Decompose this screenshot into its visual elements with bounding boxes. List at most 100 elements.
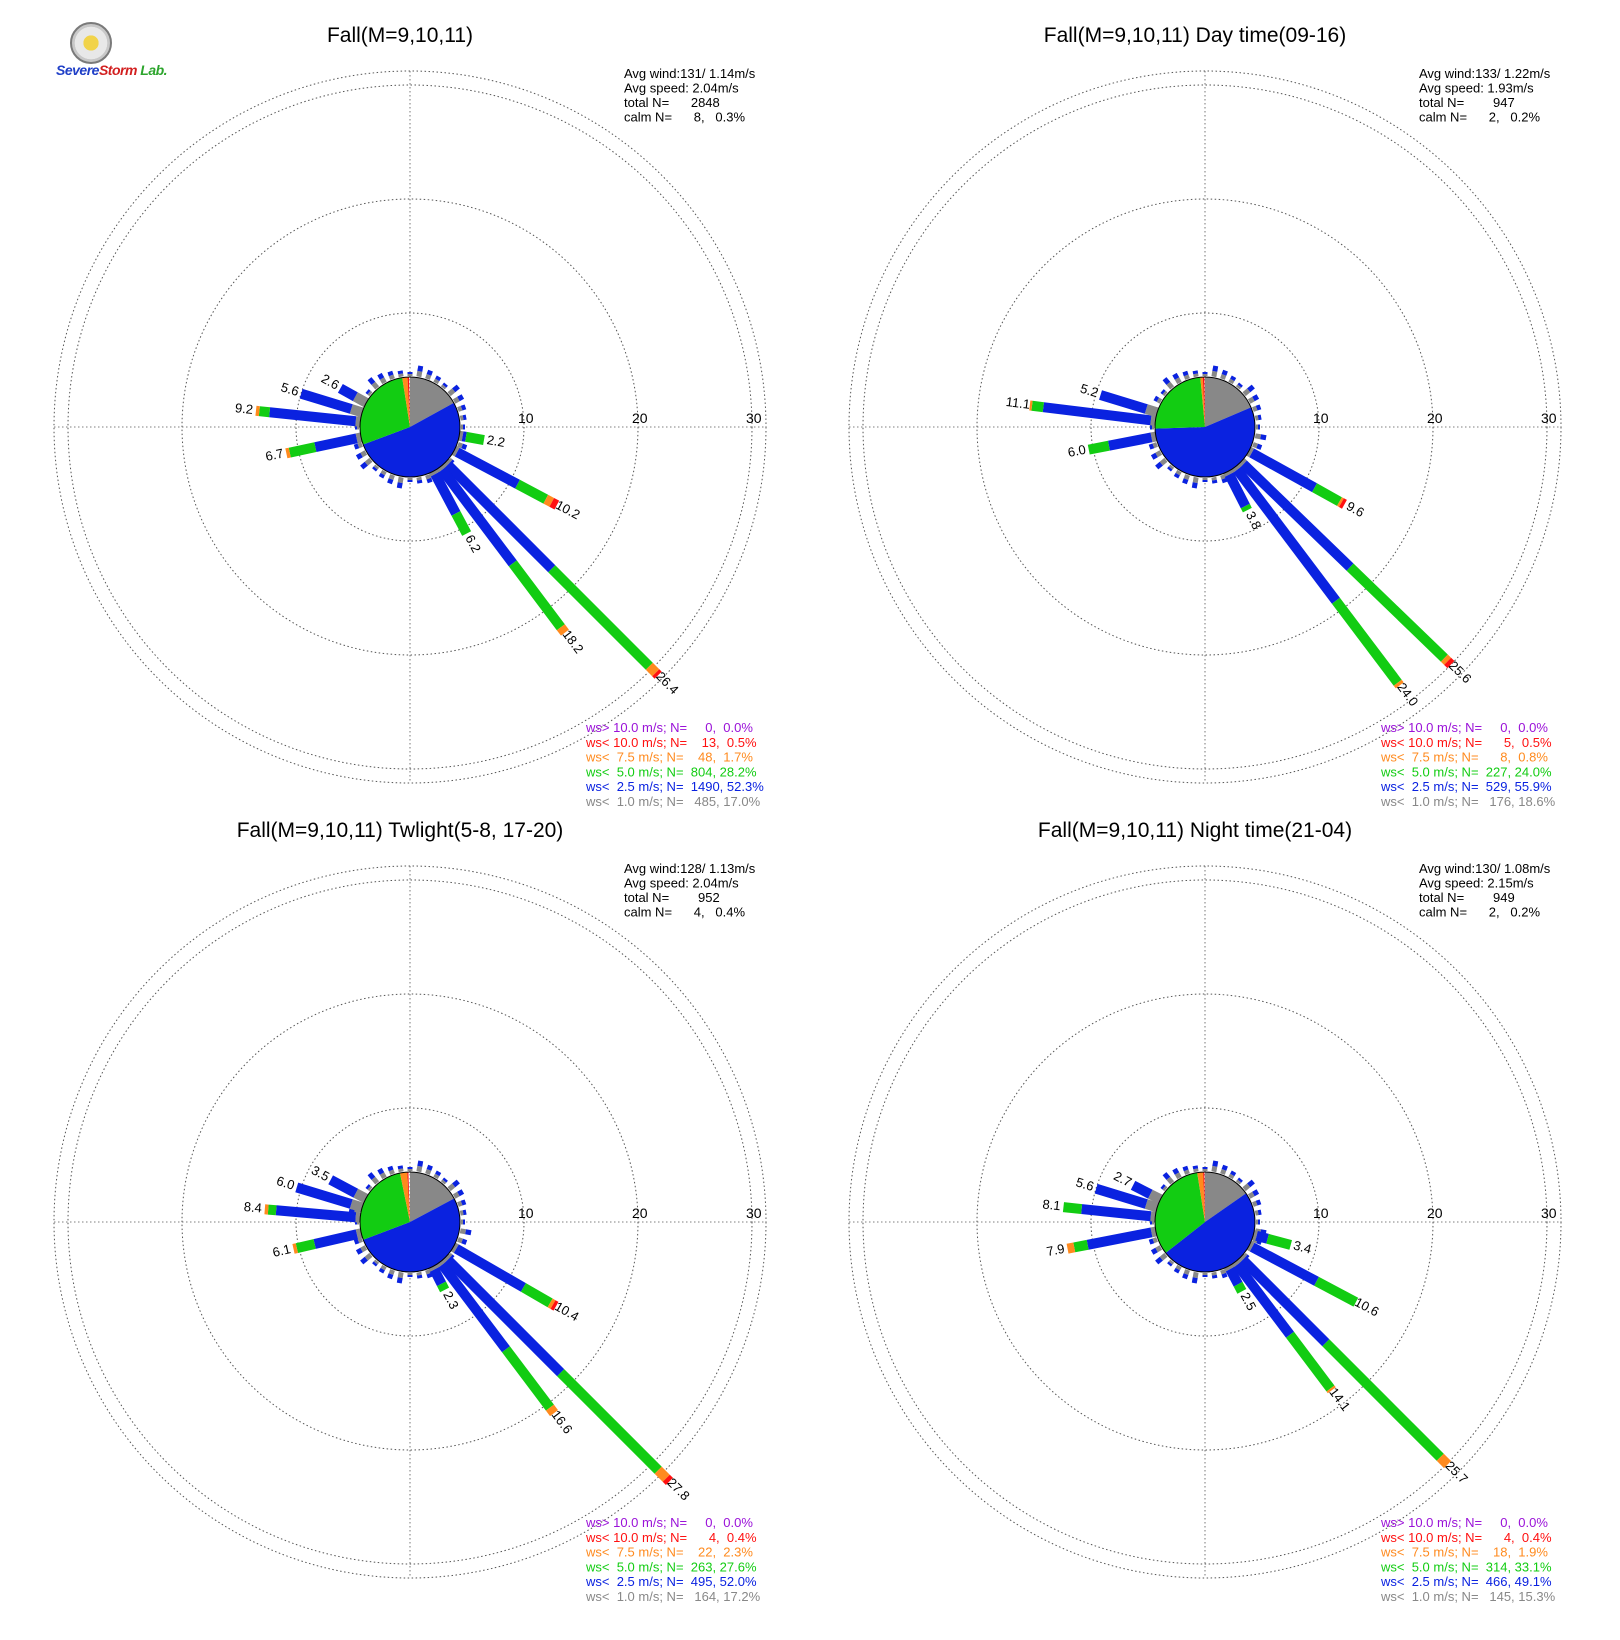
minor-petal-calm: [388, 474, 395, 480]
minor-petal-calm: [398, 373, 404, 378]
legend-item: ws< 5.0 m/s; N= 263, 27.6%: [585, 1559, 757, 1574]
petal-segment: [465, 431, 485, 445]
minor-petal-calm: [1235, 1179, 1242, 1185]
minor-petal-slow: [396, 482, 403, 489]
legend-item: ws< 2.5 m/s; N= 495, 52.0%: [585, 1574, 757, 1589]
speed-class-pie: [359, 376, 461, 478]
range-ring: [67, 84, 753, 770]
pie-slice: [360, 1173, 410, 1240]
legend-item: ws> 10.0 m/s; N= 0, 0.0%: [585, 1515, 753, 1530]
legend-item: ws< 7.5 m/s; N= 18, 1.9%: [1380, 1545, 1548, 1560]
minor-petal-calm: [1183, 1269, 1190, 1275]
minor-petal-slow: [1192, 1165, 1199, 1170]
minor-petal-calm: [360, 1245, 368, 1253]
minor-petal-calm: [357, 442, 363, 449]
petal: 25.6: [1237, 458, 1475, 686]
minor-petal-calm: [1220, 1269, 1227, 1275]
pie-outline: [359, 376, 461, 478]
stats-line: total N= 949: [1419, 890, 1515, 905]
range-ring: [295, 1107, 525, 1337]
petal: 11.1: [1005, 394, 1156, 426]
minor-petal-slow: [452, 384, 460, 393]
minor-petal-calm: [1228, 378, 1235, 385]
petal: 24.0: [1231, 463, 1421, 709]
minor-petal-slow: [372, 1261, 378, 1267]
minor-petal-calm: [416, 1271, 422, 1276]
minor-petal-calm: [1162, 1185, 1168, 1192]
chart-title: Fall(M=9,10,11): [327, 24, 473, 47]
minor-petal-slow: [416, 1274, 423, 1279]
petal-label: 9.6: [1344, 498, 1367, 520]
petal-label: 2.3: [440, 1289, 462, 1312]
stats-line: Avg speed: 1.93m/s: [1419, 81, 1534, 96]
petal-segment: [1322, 1339, 1444, 1461]
petal: 18.2: [436, 463, 587, 656]
minor-petal-calm: [416, 1165, 423, 1173]
petal: 6.7: [264, 432, 363, 464]
speed-class-pie: [359, 1171, 461, 1273]
minor-petal-slow: [1211, 479, 1218, 484]
minor-petal-slow: [463, 424, 465, 430]
minor-petal-slow: [461, 1238, 468, 1245]
minor-petal-slow: [457, 394, 465, 402]
stats-line: total N= 947: [1419, 95, 1515, 110]
minor-petal-slow: [397, 1165, 404, 1170]
minor-petal-slow: [1202, 1167, 1208, 1169]
minor-petal-slow: [426, 1164, 433, 1171]
petal-segment: [549, 498, 560, 510]
chart-title: Fall(M=9,10,11) Day time(09-16): [1044, 24, 1346, 47]
minor-petal-calm: [440, 1179, 447, 1185]
minor-petal-calm: [1211, 476, 1217, 481]
minor-petal-calm: [379, 1172, 387, 1180]
wind-rose-panel: 10 20 30 Fall(M=9,10,11) Night time(21-04) A…: [848, 819, 1562, 1604]
petal-segment: [1444, 657, 1455, 669]
speed-class-pie: [1154, 376, 1256, 478]
petal-label: 7.9: [1045, 1241, 1066, 1259]
minor-petal-slow: [1256, 443, 1263, 450]
petal-segment: [461, 431, 467, 442]
minor-petal-calm: [461, 1219, 463, 1225]
legend-item: ws< 10.0 m/s; N= 5, 0.5%: [1380, 735, 1552, 750]
minor-petal-slow: [442, 382, 448, 388]
ring-label: 30: [746, 1205, 762, 1221]
minor-petal-slow: [426, 369, 433, 376]
petal-segment: [1249, 448, 1317, 493]
petal-segment: [429, 1267, 446, 1287]
minor-petal-calm: [1155, 450, 1163, 458]
petal-label: 8.4: [243, 1199, 262, 1216]
petal: 5.6: [1074, 1174, 1159, 1213]
legend-item: ws> 10.0 m/s; N= 0, 0.0%: [1380, 1515, 1548, 1530]
minor-petal-calm: [388, 1269, 395, 1275]
minor-petal-calm: [360, 450, 368, 458]
petal-segment: [264, 1204, 269, 1215]
petal-segment: [1346, 563, 1448, 662]
minor-petal-calm: [1159, 1252, 1168, 1261]
petal-segment: [645, 662, 660, 677]
minor-petal-calm: [1228, 1173, 1235, 1180]
petal-label: 8.1: [1042, 1196, 1062, 1213]
minor-petal-calm: [459, 1228, 467, 1235]
petal-segment: [1062, 1202, 1083, 1214]
minor-petal-calm: [1168, 464, 1175, 470]
pie-slice: [1197, 1172, 1205, 1222]
petal-label: 6.0: [275, 1173, 297, 1193]
minor-petal-calm: [1159, 457, 1168, 466]
petal-segment: [429, 468, 440, 477]
minor-petal-slow: [1150, 1247, 1158, 1255]
petal-segment: [1314, 1276, 1359, 1307]
range-ring: [1090, 312, 1320, 542]
chart-title: Fall(M=9,10,11) Night time(21-04): [1038, 819, 1352, 842]
stats-line: calm N= 2, 0.2%: [1419, 905, 1540, 920]
minor-petal-slow: [462, 414, 467, 421]
petal-segment: [328, 1175, 359, 1198]
petal-segment: [258, 406, 271, 418]
minor-petal-slow: [1167, 466, 1173, 472]
minor-petal-slow: [1252, 1189, 1260, 1197]
minor-petal-slow: [1173, 472, 1180, 479]
minor-petal-slow: [417, 365, 424, 372]
pie-slice: [407, 377, 410, 427]
petal-segment: [295, 1239, 316, 1253]
minor-petal-slow: [1255, 1199, 1262, 1206]
legend-item: ws< 2.5 m/s; N= 529, 55.9%: [1380, 779, 1552, 794]
petal-segment: [520, 1283, 553, 1308]
